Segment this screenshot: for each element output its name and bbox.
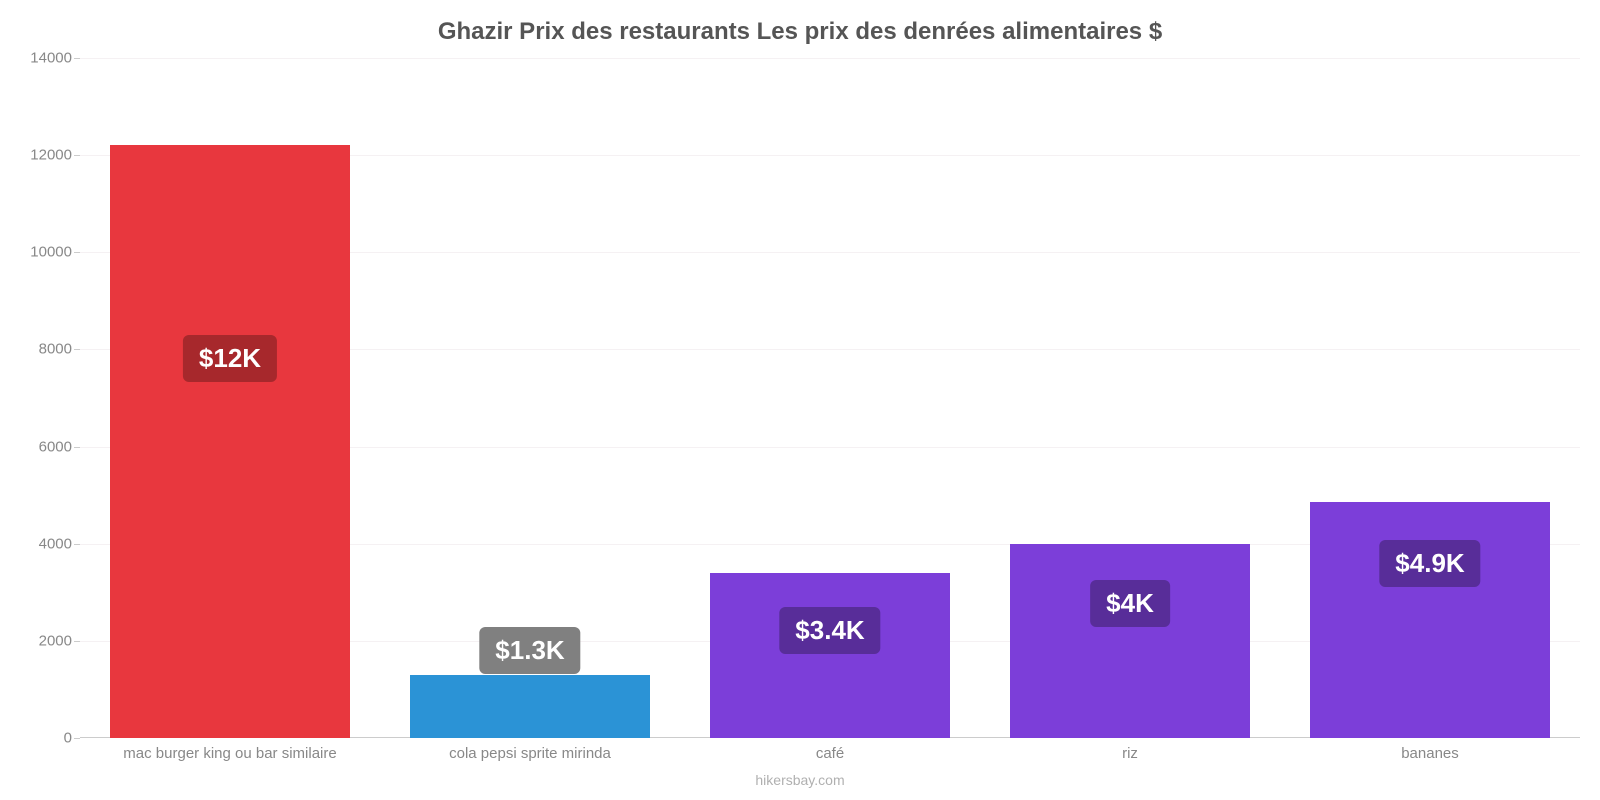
x-tick-label: cola pepsi sprite mirinda (449, 745, 611, 762)
value-badge: $3.4K (779, 607, 880, 654)
y-tick-label: 4000 (2, 535, 72, 552)
y-tick-label: 0 (2, 730, 72, 747)
y-tick-label: 12000 (2, 147, 72, 164)
plot-area: $12K $1.3K $3.4K $4K $4.9K (80, 58, 1580, 738)
gridline (80, 58, 1580, 59)
y-tick-label: 8000 (2, 341, 72, 358)
bar (710, 573, 950, 738)
price-chart: Ghazir Prix des restaurants Les prix des… (0, 0, 1600, 800)
y-tick-label: 14000 (2, 50, 72, 67)
bar (410, 675, 650, 738)
bar (1010, 544, 1250, 738)
bar (1310, 502, 1550, 738)
value-badge: $1.3K (479, 627, 580, 674)
y-tick-label: 2000 (2, 632, 72, 649)
y-tick-label: 6000 (2, 438, 72, 455)
x-tick-label: café (816, 745, 844, 762)
value-badge: $4K (1090, 580, 1170, 627)
y-tick-label: 10000 (2, 244, 72, 261)
x-tick-label: mac burger king ou bar similaire (123, 745, 336, 762)
x-tick-label: riz (1122, 745, 1138, 762)
bar (110, 145, 350, 738)
source-label: hikersbay.com (0, 772, 1600, 788)
y-tick-mark (74, 738, 80, 739)
value-badge: $4.9K (1379, 540, 1480, 587)
value-badge: $12K (183, 335, 277, 382)
chart-title: Ghazir Prix des restaurants Les prix des… (0, 18, 1600, 46)
x-tick-label: bananes (1401, 745, 1459, 762)
